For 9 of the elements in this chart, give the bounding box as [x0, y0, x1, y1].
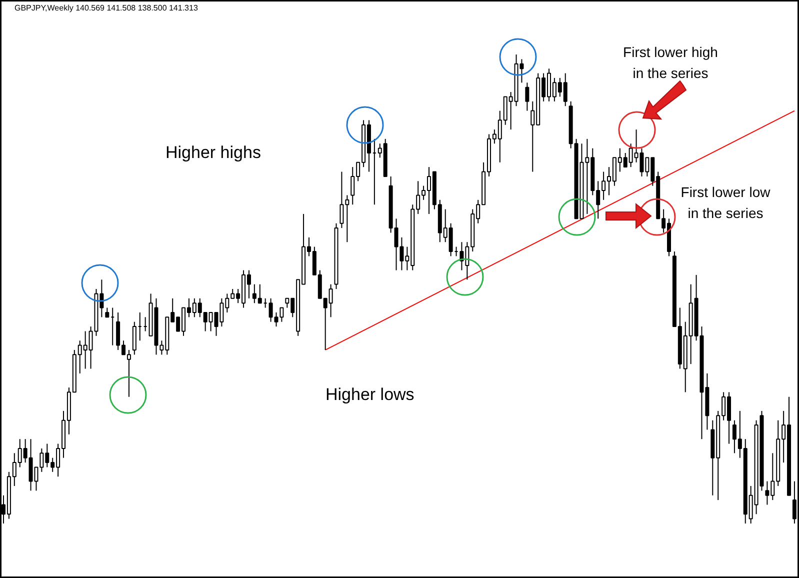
annotation: First lower low in the series [680, 184, 772, 221]
candlestick [525, 82, 530, 112]
chart-title: GBPJPY,Weekly 140.569 141.508 138.500 141.313 [14, 4, 198, 12]
annotation: First lower high in the series [623, 44, 718, 81]
annotation: Higher highs [166, 143, 261, 162]
candlestick [105, 307, 110, 318]
candlestick [132, 321, 136, 356]
candlestick [792, 480, 796, 524]
annotation: Higher lows [326, 385, 414, 404]
